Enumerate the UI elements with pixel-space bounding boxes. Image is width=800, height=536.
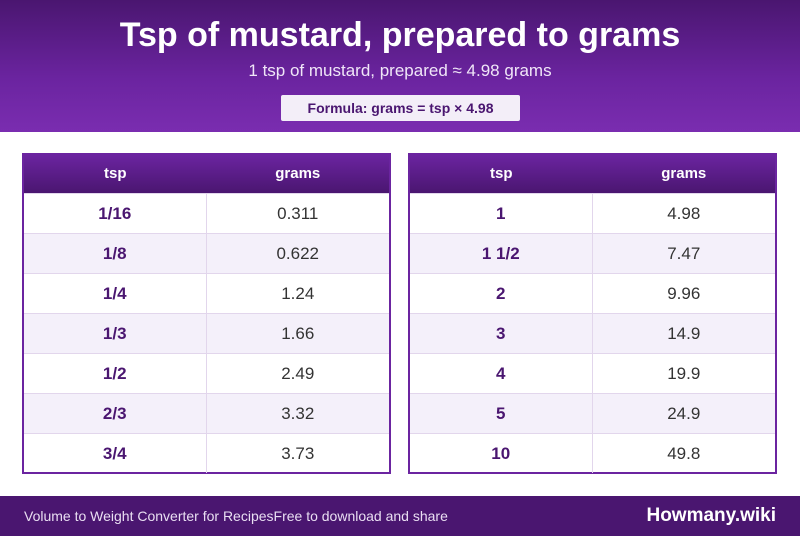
page-title: Tsp of mustard, prepared to grams [119,16,681,54]
table-row: 1/8 0.622 [24,233,389,273]
footer-bar: Volume to Weight Converter for RecipesFr… [0,496,800,536]
table-row: 1/16 0.311 [24,193,389,233]
column-header-grams: grams [275,165,321,182]
grams-cell: 1.24 [281,284,315,303]
table-row: 1 1/2 7.47 [410,233,775,273]
grams-cell: 1.66 [281,324,315,343]
table-row: 2 9.96 [410,273,775,313]
tsp-cell: 1/4 [24,274,207,313]
grams-cell: 3.32 [281,404,315,423]
table-row: 1/4 1.24 [24,273,389,313]
table-header: tsp grams [24,155,389,193]
column-header-tsp: tsp [104,165,127,182]
table-row: 1 4.98 [410,193,775,233]
tsp-cell: 3 [410,314,593,353]
tsp-cell: 4 [410,354,593,393]
grams-cell: 49.8 [667,444,701,463]
grams-cell: 2.49 [281,364,315,383]
grams-cell: 14.9 [667,324,701,343]
table-row: 3 14.9 [410,313,775,353]
table-row: 2/3 3.32 [24,393,389,433]
tsp-cell: 1 [410,194,593,233]
column-header-tsp: tsp [490,165,513,182]
grams-cell: 7.47 [667,244,701,263]
footer-tagline: Volume to Weight Converter for RecipesFr… [24,508,448,524]
tsp-cell: 5 [410,394,593,433]
grams-cell: 0.622 [276,244,320,263]
grams-cell: 3.73 [281,444,315,463]
table-row: 1/3 1.66 [24,313,389,353]
header-banner: Tsp of mustard, prepared to grams 1 tsp … [0,0,800,132]
table-row: 3/4 3.73 [24,433,389,473]
grams-cell: 4.98 [667,204,701,223]
conversion-table-left: tsp grams 1/16 0.311 1/8 0.622 1/4 1.24 … [22,153,391,474]
tsp-cell: 2/3 [24,394,207,433]
grams-cell: 19.9 [667,364,701,383]
table-row: 10 49.8 [410,433,775,473]
tsp-cell: 10 [410,434,593,473]
grams-cell: 0.311 [277,204,319,223]
brand-logo-text[interactable]: Howmany.wiki [646,505,776,526]
column-header-grams: grams [661,165,707,182]
conversion-table-right: tsp grams 1 4.98 1 1/2 7.47 2 9.96 3 14.… [408,153,777,474]
tsp-cell: 3/4 [24,434,207,473]
table-row: 1/2 2.49 [24,353,389,393]
tsp-cell: 1/8 [24,234,207,273]
page-subtitle: 1 tsp of mustard, prepared ≈ 4.98 grams [248,61,552,80]
table-header: tsp grams [410,155,775,193]
grams-cell: 24.9 [667,404,701,423]
tsp-cell: 1/2 [24,354,207,393]
tsp-cell: 1/3 [24,314,207,353]
table-row: 5 24.9 [410,393,775,433]
table-row: 4 19.9 [410,353,775,393]
tsp-cell: 2 [410,274,593,313]
tsp-cell: 1 1/2 [410,234,593,273]
tsp-cell: 1/16 [24,194,207,233]
grams-cell: 9.96 [667,284,701,303]
formula-badge: Formula: grams = tsp × 4.98 [281,95,520,121]
